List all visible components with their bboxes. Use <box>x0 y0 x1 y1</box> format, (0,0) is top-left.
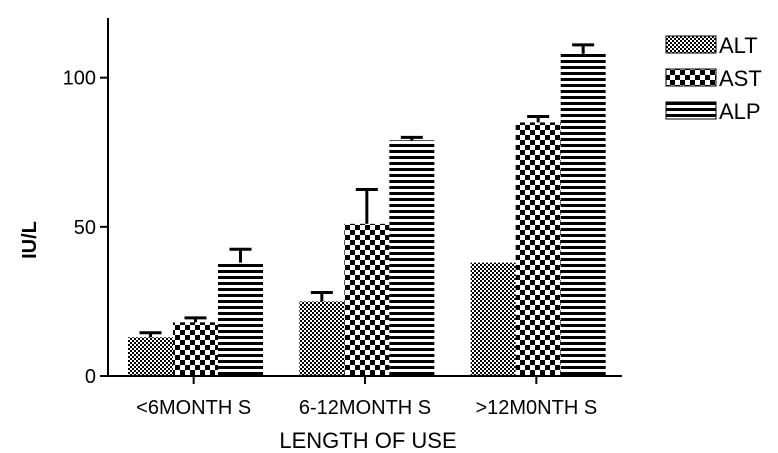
bar-alp <box>560 53 606 377</box>
bar-alt <box>299 301 345 376</box>
bar-ast <box>515 122 561 377</box>
x-axis-title: LENGTH OF USE <box>279 428 456 453</box>
y-tick-label: 50 <box>74 217 96 239</box>
bar-alt <box>128 337 173 376</box>
y-tick-label: 0 <box>85 366 96 388</box>
legend-swatch-alt <box>665 35 717 54</box>
x-tick-label: >12M0NTH S <box>475 397 597 419</box>
legend-label-ast: AST <box>719 66 762 91</box>
plot-area <box>128 43 606 377</box>
legend-label-alp: ALP <box>719 99 761 124</box>
legend-swatch-ast <box>665 68 717 87</box>
bar-alt <box>470 262 516 376</box>
y-axis-title: IU/L <box>19 221 41 259</box>
x-tick-label: <6MONTH S <box>136 397 251 419</box>
x-ticks: <6MONTH S 6-12MONTH S >12M0NTH S <box>136 376 597 419</box>
bar-ast <box>173 322 218 376</box>
legend-swatch-alp <box>665 101 717 120</box>
bar-ast <box>344 223 390 376</box>
y-tick-label: 100 <box>63 68 96 90</box>
x-tick-label: 6-12MONTH S <box>299 397 431 419</box>
legend-label-alt: ALT <box>719 33 758 58</box>
bar-alp <box>389 140 435 376</box>
y-ticks: 0 50 100 <box>63 68 108 388</box>
legend: ALT AST ALP <box>665 33 762 124</box>
bar-alp <box>218 262 263 376</box>
